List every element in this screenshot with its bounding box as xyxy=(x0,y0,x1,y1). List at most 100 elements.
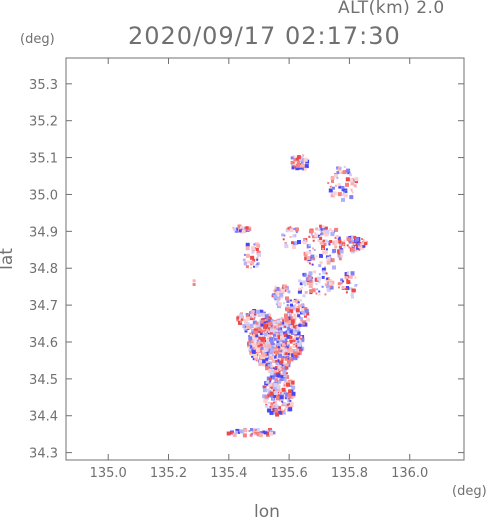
data-point xyxy=(337,282,341,286)
data-point xyxy=(297,342,302,347)
data-point xyxy=(281,233,285,237)
data-point xyxy=(253,330,258,335)
data-point xyxy=(322,250,327,255)
data-point xyxy=(274,298,277,301)
data-point xyxy=(361,238,363,240)
data-point xyxy=(304,164,309,169)
data-point xyxy=(267,401,270,404)
data-point xyxy=(254,324,257,327)
data-point xyxy=(343,239,346,242)
data-point xyxy=(284,318,289,323)
y-tick-label: 34.3 xyxy=(29,447,58,462)
data-point xyxy=(242,230,246,233)
data-point xyxy=(262,394,267,399)
data-point xyxy=(334,240,339,245)
data-point xyxy=(308,271,313,276)
y-tick-label: 34.4 xyxy=(29,410,58,425)
data-point xyxy=(287,399,291,403)
data-point xyxy=(291,391,296,396)
data-point xyxy=(274,370,278,373)
data-point xyxy=(295,299,300,304)
data-point xyxy=(297,345,302,350)
data-point xyxy=(337,254,341,258)
data-point xyxy=(285,306,288,308)
data-point xyxy=(284,313,288,318)
data-point xyxy=(298,287,301,291)
data-point xyxy=(289,299,292,302)
data-point xyxy=(326,256,331,261)
data-point xyxy=(355,237,360,242)
data-point xyxy=(238,317,241,320)
data-point xyxy=(268,377,272,381)
data-point xyxy=(238,431,240,434)
data-point xyxy=(318,273,321,276)
data-point xyxy=(353,235,357,239)
data-point xyxy=(296,348,301,353)
data-point xyxy=(260,328,265,333)
data-point xyxy=(292,345,296,348)
data-point xyxy=(341,286,345,289)
plot-frame xyxy=(65,57,465,461)
data-point xyxy=(321,231,326,236)
data-point xyxy=(289,312,292,315)
x-tick-label: 135.8 xyxy=(331,466,368,481)
data-point xyxy=(298,351,302,355)
data-point xyxy=(314,233,319,238)
y-axis-unit: (deg) xyxy=(20,32,55,47)
data-point xyxy=(302,272,307,277)
data-point xyxy=(285,307,290,312)
data-point xyxy=(303,322,308,327)
data-point xyxy=(317,234,321,238)
data-point xyxy=(277,302,282,307)
data-point xyxy=(275,286,280,291)
data-point xyxy=(293,155,296,158)
data-point xyxy=(321,244,325,248)
data-point xyxy=(358,243,362,247)
data-point xyxy=(338,245,342,249)
data-point xyxy=(286,403,289,406)
data-point xyxy=(294,354,298,358)
data-point xyxy=(289,309,294,314)
data-point xyxy=(282,411,286,415)
data-point xyxy=(311,235,315,239)
data-point xyxy=(240,317,244,321)
data-point xyxy=(356,240,361,245)
data-point xyxy=(353,184,357,188)
data-point xyxy=(279,292,284,297)
data-point xyxy=(330,176,335,180)
data-point xyxy=(277,335,282,340)
data-point xyxy=(243,262,247,266)
data-point xyxy=(292,234,296,238)
data-point xyxy=(310,254,315,259)
data-point xyxy=(272,354,275,357)
data-point xyxy=(301,303,305,307)
data-point xyxy=(326,277,328,280)
data-point xyxy=(314,277,319,282)
data-point xyxy=(294,327,299,332)
data-point xyxy=(248,335,251,337)
data-point xyxy=(334,173,338,178)
data-point xyxy=(341,197,345,202)
data-point xyxy=(344,275,349,280)
data-point xyxy=(299,165,302,168)
data-point xyxy=(281,404,284,407)
data-point xyxy=(284,408,287,411)
data-point xyxy=(332,248,337,253)
data-point xyxy=(337,183,341,187)
data-point xyxy=(313,248,316,251)
data-point xyxy=(249,350,254,355)
data-point xyxy=(286,356,289,359)
data-point xyxy=(245,253,250,258)
data-point xyxy=(287,397,290,400)
data-point xyxy=(245,246,250,251)
data-point xyxy=(306,256,311,260)
data-point xyxy=(283,384,286,387)
data-point xyxy=(249,327,252,330)
data-point xyxy=(272,329,277,333)
data-point xyxy=(320,233,322,236)
data-point xyxy=(274,355,278,359)
data-point xyxy=(287,298,290,301)
data-point xyxy=(234,228,239,233)
data-point xyxy=(343,286,346,288)
altitude-label: ALT(km) 2.0 xyxy=(338,0,445,18)
